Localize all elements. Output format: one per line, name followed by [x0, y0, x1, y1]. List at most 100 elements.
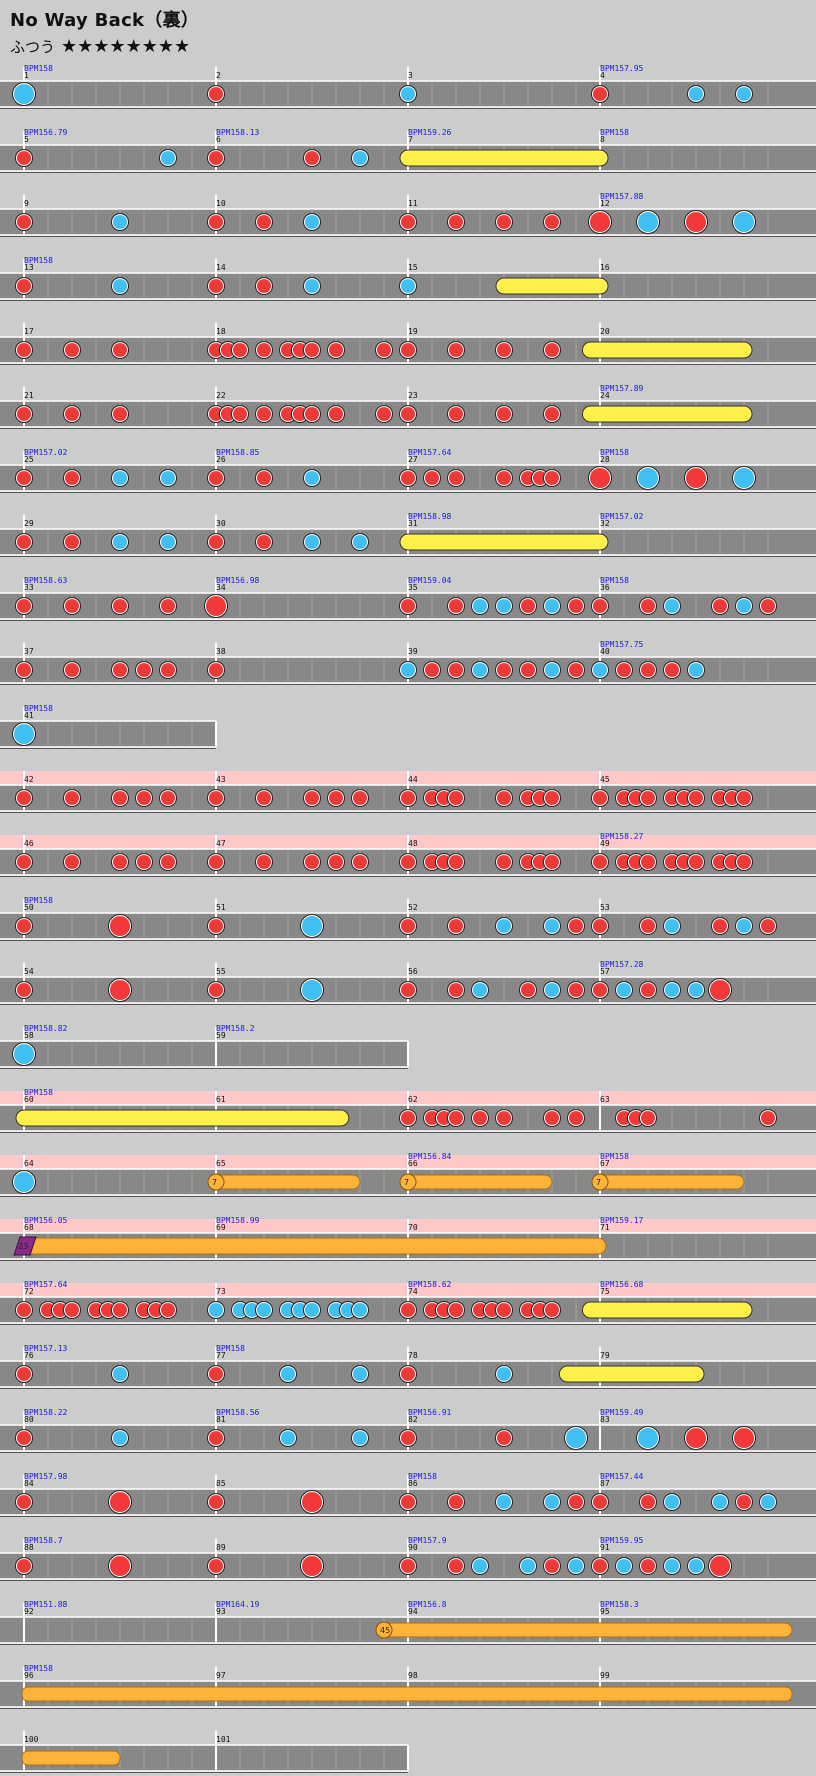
- drumroll-big-note: [21, 1686, 793, 1702]
- ka-face: [566, 1428, 586, 1448]
- bpm-label: BPM151.88: [24, 1600, 68, 1609]
- bpm-label: BPM156.05: [24, 1216, 68, 1225]
- don-face: [17, 279, 31, 293]
- bpm-label: BPM157.64: [408, 448, 452, 457]
- measure-number: 48: [408, 839, 418, 848]
- ka-face: [14, 84, 34, 104]
- measure-number: 77: [216, 1351, 226, 1360]
- measure-number: 46: [24, 839, 34, 848]
- don-face: [710, 980, 730, 1000]
- balloon-note: [591, 1173, 609, 1191]
- ka-face: [665, 983, 679, 997]
- measure-number: 78: [408, 1351, 418, 1360]
- measure-number: 80: [24, 1415, 34, 1424]
- ka-face: [113, 1367, 127, 1381]
- measure-number: 98: [408, 1671, 418, 1680]
- don-face: [401, 983, 415, 997]
- bpm-label: BPM158.62: [408, 1280, 452, 1289]
- ka-face: [305, 1303, 319, 1317]
- measure-number: 22: [216, 391, 226, 400]
- ka-face: [281, 1367, 295, 1381]
- measure-number: 4: [600, 71, 605, 80]
- don-face: [497, 1303, 511, 1317]
- don-face: [449, 791, 463, 805]
- don-face: [65, 471, 79, 485]
- ka-face: [689, 87, 703, 101]
- balloon-trail: [599, 1174, 745, 1190]
- don-face: [590, 212, 610, 232]
- bpm-label: BPM158: [24, 704, 53, 713]
- don-face: [569, 663, 583, 677]
- ka-face: [545, 663, 559, 677]
- ka-face: [593, 663, 607, 677]
- bpm-label: BPM158.22: [24, 1408, 68, 1417]
- don-face: [665, 663, 679, 677]
- kusudama-trail: [23, 1237, 607, 1255]
- don-face: [113, 791, 127, 805]
- don-face: [497, 663, 511, 677]
- don-face: [137, 855, 151, 869]
- don-face: [209, 1559, 223, 1573]
- measure-number: 18: [216, 327, 226, 336]
- don-face: [353, 791, 367, 805]
- ka-face: [353, 1431, 367, 1445]
- don-face: [401, 791, 415, 805]
- ka-face: [737, 599, 751, 613]
- don-face: [425, 471, 439, 485]
- don-face: [593, 87, 607, 101]
- don-face: [521, 599, 535, 613]
- measure-number: 97: [216, 1671, 226, 1680]
- don-face: [593, 1495, 607, 1509]
- don-face: [689, 791, 703, 805]
- don-face: [617, 1111, 631, 1125]
- measure-number: 30: [216, 519, 226, 528]
- don-face: [629, 1111, 643, 1125]
- don-face: [113, 1303, 127, 1317]
- bpm-label: BPM158.85: [216, 448, 260, 457]
- ka-face: [161, 471, 175, 485]
- ka-face: [113, 279, 127, 293]
- ka-face: [545, 983, 559, 997]
- ka-face: [545, 1495, 559, 1509]
- don-face: [545, 1111, 559, 1125]
- don-face: [281, 407, 295, 421]
- bpm-label: BPM158: [600, 576, 629, 585]
- don-face: [665, 791, 679, 805]
- measure-number: 60: [24, 1095, 34, 1104]
- balloon-note: [399, 1173, 417, 1191]
- ka-face: [665, 1559, 679, 1573]
- don-face: [302, 1492, 322, 1512]
- drumroll-note: [581, 341, 753, 359]
- don-face: [401, 1431, 415, 1445]
- don-face: [209, 1367, 223, 1381]
- bpm-label: BPM158.56: [216, 1408, 260, 1417]
- ka-face: [665, 919, 679, 933]
- don-face: [161, 663, 175, 677]
- don-face: [449, 599, 463, 613]
- don-face: [569, 1111, 583, 1125]
- don-face: [17, 791, 31, 805]
- bpm-label: BPM158.13: [216, 128, 260, 137]
- measure-number: 64: [24, 1159, 34, 1168]
- don-face: [110, 980, 130, 1000]
- ka-face: [734, 212, 754, 232]
- measure-number: 76: [24, 1351, 34, 1360]
- don-face: [149, 1303, 163, 1317]
- ka-face: [473, 1559, 487, 1573]
- don-face: [377, 343, 391, 357]
- don-face: [713, 919, 727, 933]
- don-face: [449, 1303, 463, 1317]
- measure-number: 91: [600, 1543, 610, 1552]
- don-face: [485, 1303, 499, 1317]
- don-face: [437, 791, 451, 805]
- don-face: [17, 599, 31, 613]
- don-face: [113, 663, 127, 677]
- balloon-note: [375, 1621, 393, 1639]
- measure-number: 45: [600, 775, 610, 784]
- don-face: [209, 279, 223, 293]
- bpm-label: BPM157.02: [24, 448, 68, 457]
- measure-number: 17: [24, 327, 34, 336]
- don-face: [209, 343, 223, 357]
